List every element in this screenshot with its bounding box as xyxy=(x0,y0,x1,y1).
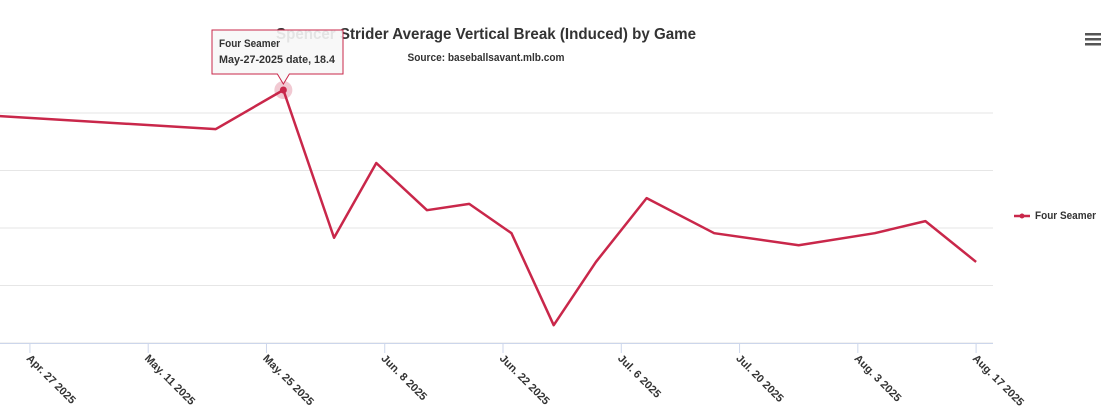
menu-bar xyxy=(1085,38,1101,41)
x-tick-label: Jul. 6 2025 xyxy=(615,353,663,401)
x-tick-label: Jun. 22 2025 xyxy=(497,353,552,408)
x-tick-label: Jun. 8 2025 xyxy=(379,353,429,403)
chart-title: Spencer Strider Average Vertical Break (… xyxy=(276,26,696,43)
legend-marker xyxy=(1019,213,1025,219)
legend-label: Four Seamer xyxy=(1035,210,1097,222)
chart-subtitle: Source: baseballsavant.mlb.com xyxy=(408,52,565,64)
tooltip-series: Four Seamer xyxy=(219,38,281,50)
tooltip-box xyxy=(211,29,344,85)
series-line xyxy=(0,88,977,327)
x-tick-label: May. 25 2025 xyxy=(260,353,315,408)
menu-bar xyxy=(1085,33,1101,36)
x-tick-label: Aug. 17 2025 xyxy=(970,353,1026,409)
menu-bar xyxy=(1085,43,1101,46)
x-tick-label: Aug. 3 2025 xyxy=(852,353,904,405)
menu-button[interactable] xyxy=(1082,28,1104,48)
hover-point xyxy=(279,86,287,94)
x-tick-label: May. 11 2025 xyxy=(142,353,197,408)
x-tick-label: Jul. 20 2025 xyxy=(733,353,785,405)
x-tick-label: Apr. 27 2025 xyxy=(24,353,78,407)
tooltip-text: May-27-2025 date, 18.4 xyxy=(219,54,336,66)
